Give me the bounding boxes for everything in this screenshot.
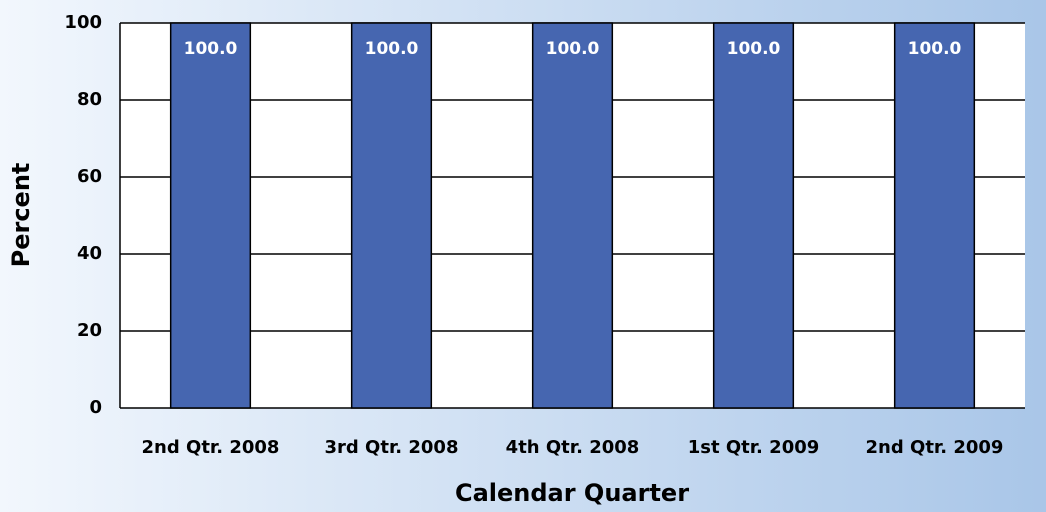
bar bbox=[350, 22, 433, 409]
y-tick-label: 20 bbox=[77, 320, 102, 341]
bar bbox=[531, 22, 614, 409]
value-label: 100.0 bbox=[184, 39, 238, 59]
x-tick-label: 1st Qtr. 2009 bbox=[688, 437, 820, 458]
value-label: 100.0 bbox=[546, 39, 600, 59]
x-axis-title: Calendar Quarter bbox=[455, 479, 689, 507]
y-tick-label: 60 bbox=[77, 166, 102, 187]
x-tick-label: 2nd Qtr. 2009 bbox=[866, 437, 1004, 458]
y-tick-label: 100 bbox=[64, 12, 102, 33]
value-label: 100.0 bbox=[908, 39, 962, 59]
y-axis-title: Percent bbox=[7, 163, 35, 268]
value-label: 100.0 bbox=[727, 39, 781, 59]
y-tick-label: 80 bbox=[77, 89, 102, 110]
x-tick-label: 4th Qtr. 2008 bbox=[506, 437, 640, 458]
value-label: 100.0 bbox=[365, 39, 419, 59]
y-tick-label: 40 bbox=[77, 243, 102, 264]
y-tick-label: 0 bbox=[89, 397, 102, 418]
bar bbox=[712, 22, 795, 409]
x-tick-label: 3rd Qtr. 2008 bbox=[325, 437, 459, 458]
bar bbox=[169, 22, 252, 409]
x-tick-label: 2nd Qtr. 2008 bbox=[142, 437, 280, 458]
bar bbox=[893, 22, 976, 409]
